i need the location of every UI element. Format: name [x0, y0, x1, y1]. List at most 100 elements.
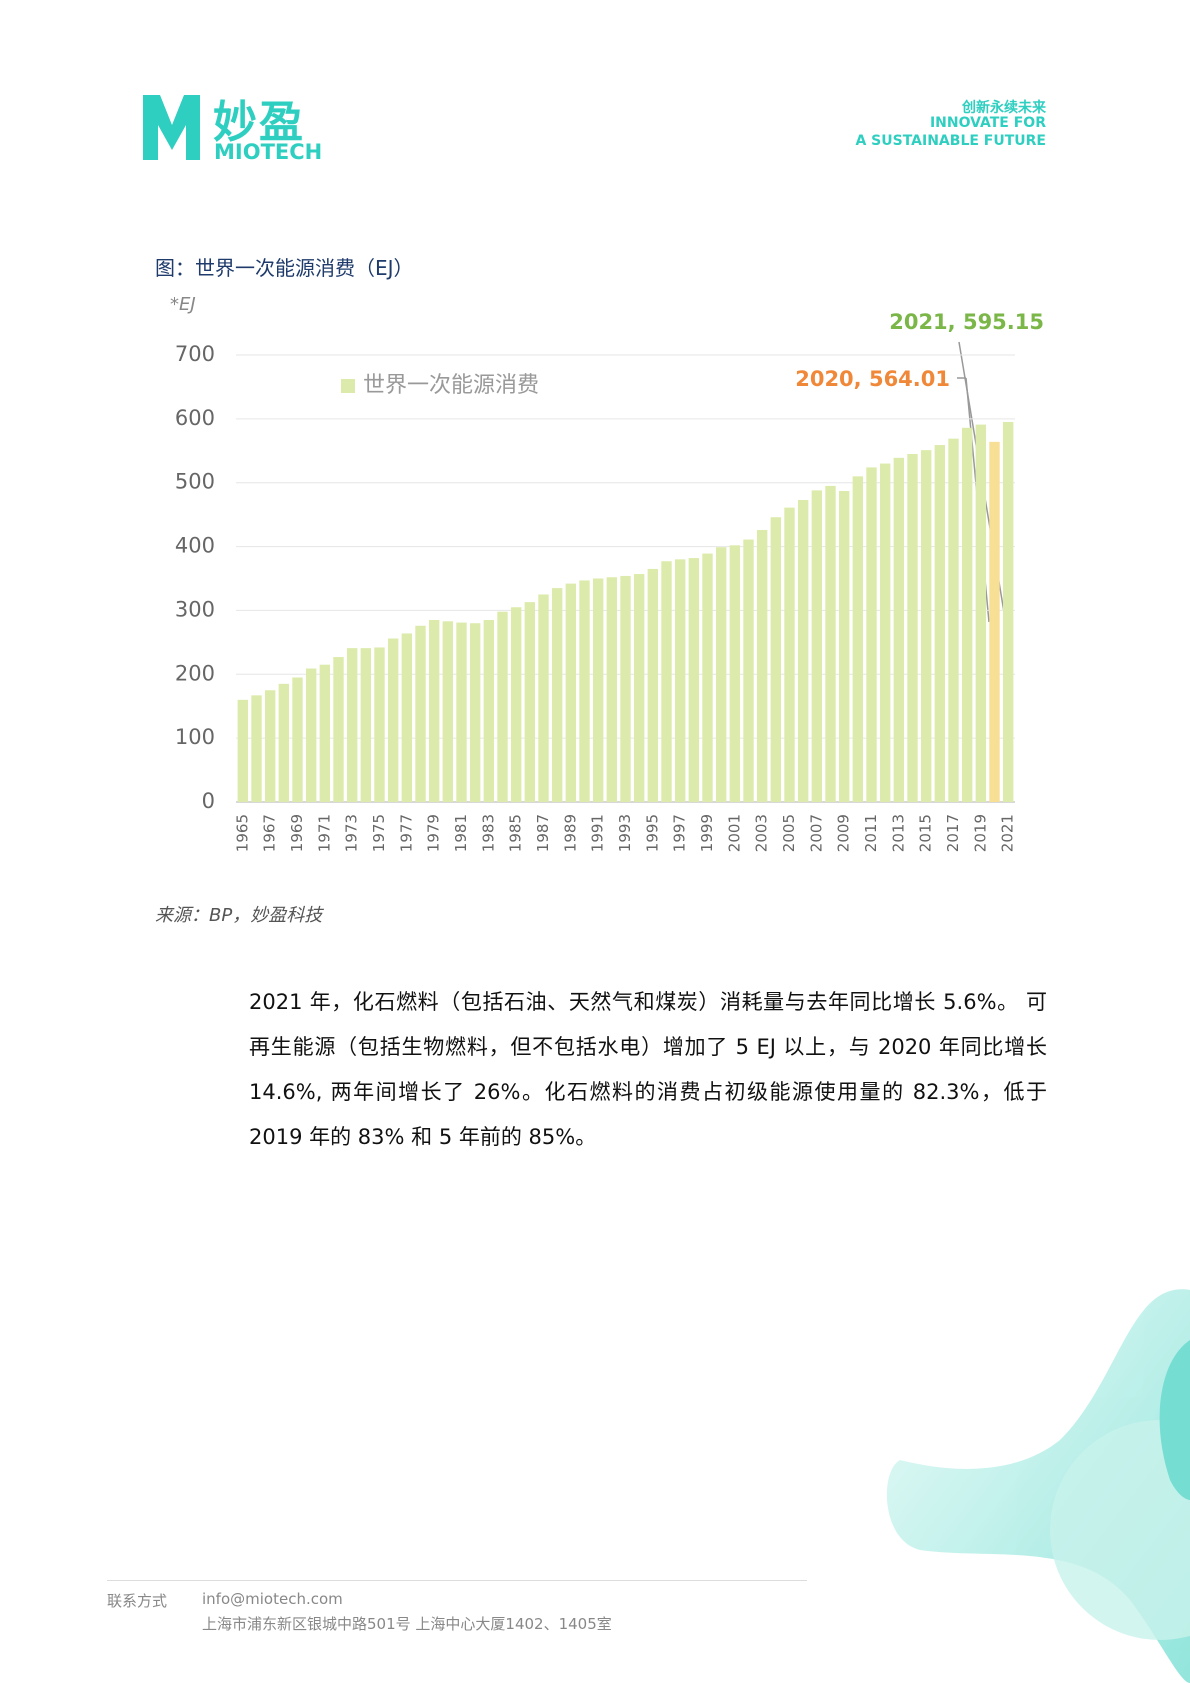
bar [674, 559, 686, 802]
bar [551, 588, 563, 802]
x-tick-label: 1981 [452, 814, 470, 852]
bar [797, 499, 809, 802]
x-tick-label: 2003 [753, 814, 771, 852]
bar [401, 633, 413, 802]
footer-rule [107, 1580, 807, 1581]
bar [305, 668, 317, 802]
bar [360, 648, 372, 802]
x-tick-label: 1979 [425, 814, 443, 852]
bar [456, 622, 467, 802]
bar [579, 580, 590, 802]
x-tick-label: 1997 [671, 814, 689, 852]
bar [756, 529, 768, 802]
x-tick-label: 1999 [698, 814, 716, 852]
bar [825, 485, 836, 802]
y-unit: *EJ [170, 294, 196, 315]
x-tick-label: 1995 [643, 814, 661, 852]
bar [483, 620, 495, 802]
x-tick-label: 1983 [479, 814, 497, 852]
x-tick-label: 1971 [315, 814, 333, 852]
address: 上海市浦东新区银城中路501号 上海中心大厦1402、1405室 [202, 1615, 612, 1633]
x-tick-label: 2019 [971, 814, 989, 852]
x-tick-label: 2007 [807, 814, 825, 852]
x-tick-label: 1977 [397, 814, 415, 852]
bar [620, 575, 631, 802]
bar [811, 490, 823, 802]
bar [688, 558, 700, 802]
x-tick-label: 2011 [862, 814, 880, 852]
bar [893, 457, 905, 802]
bar [729, 545, 741, 802]
bar [374, 647, 385, 802]
legend-swatch [341, 379, 355, 393]
bar [565, 583, 577, 802]
bar [237, 699, 249, 802]
y-tick-label: 300 [175, 597, 215, 621]
x-tick-label: 1973 [343, 814, 361, 852]
bar [743, 539, 754, 802]
bar [647, 568, 659, 802]
bar [264, 690, 276, 802]
tagline: INNOVATE FOR [929, 115, 1046, 131]
y-tick-label: 0 [202, 789, 215, 813]
logo-text: MIOTECH [214, 140, 323, 164]
chart: *EJ 0 100 200 300 400 500 600 700 世界一次能源消费 1965 19… [170, 294, 1044, 852]
bar [702, 553, 713, 802]
legend-label: 世界一次能源消费 [363, 373, 539, 398]
bar [975, 424, 987, 802]
bar [920, 450, 932, 802]
bar [866, 467, 877, 802]
x-tick-label: 1967 [261, 814, 279, 852]
bar [907, 453, 918, 802]
bar [661, 561, 672, 802]
bar [346, 648, 358, 802]
x-tick-label: 1985 [507, 814, 525, 852]
bar [524, 602, 536, 802]
x-tick-label: 1991 [589, 814, 607, 852]
bar [934, 445, 946, 802]
bar [1002, 421, 1014, 802]
x-tick-label: 1969 [288, 814, 306, 852]
email: info@miotech.com [202, 1590, 343, 1608]
bar [633, 574, 645, 802]
x-tick-label: 2009 [835, 814, 853, 852]
bar [278, 683, 290, 802]
bar [879, 463, 891, 802]
x-tick-label: 1989 [561, 814, 579, 852]
x-tick-label: 2017 [944, 814, 962, 852]
annotation: 2020, 564.01 [795, 367, 950, 391]
bar [497, 611, 508, 802]
annotation: 2021, 595.15 [889, 310, 1044, 334]
bar [251, 695, 262, 802]
tagline: A SUSTAINABLE FUTURE [855, 133, 1046, 149]
bar [961, 427, 973, 802]
bar [442, 621, 454, 802]
bar [989, 441, 1000, 802]
y-tick-label: 700 [175, 342, 215, 366]
bar [469, 623, 481, 802]
x-tick-label: 1975 [370, 814, 388, 852]
bar [852, 476, 864, 802]
x-tick-label: 2005 [780, 814, 798, 852]
y-tick-label: 100 [175, 725, 215, 749]
y-tick-label: 600 [175, 406, 215, 430]
x-tick-label: 2015 [917, 814, 935, 852]
logo-mark [143, 95, 200, 160]
source: 来源：BP，妙盈科技 [155, 905, 323, 926]
bar [292, 677, 303, 802]
bar [538, 594, 549, 802]
bar [838, 491, 850, 802]
x-tick-label: 2001 [725, 814, 743, 852]
x-tick-label: 1965 [233, 814, 251, 852]
tagline: 创新永续未来 [962, 100, 1046, 116]
bar [715, 547, 727, 802]
bar [415, 625, 426, 802]
x-tick-label: 2021 [999, 814, 1017, 852]
bar [592, 578, 604, 802]
x-tick-label: 1987 [534, 814, 552, 852]
bar [428, 620, 440, 802]
x-tick-label: 1993 [616, 814, 634, 852]
bar [948, 438, 959, 802]
